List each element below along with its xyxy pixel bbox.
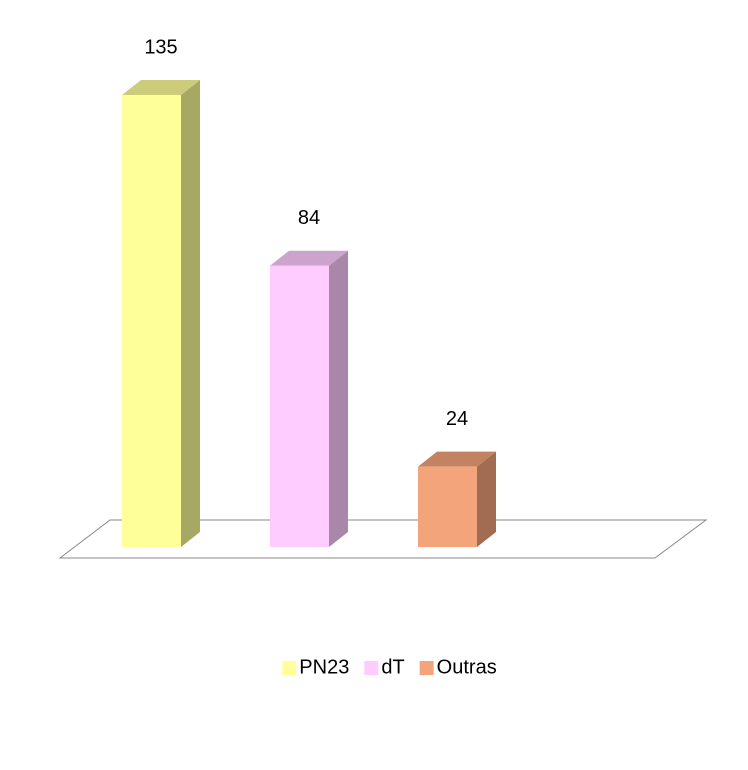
legend-swatch [282, 661, 297, 675]
bar-top [270, 250, 348, 266]
value-label: 84 [298, 207, 320, 229]
bar [418, 451, 496, 547]
legend-label: dT [381, 656, 404, 678]
legend-label: Outras [437, 656, 497, 678]
bar [270, 250, 348, 547]
bar-side [477, 451, 496, 547]
bar-side [181, 80, 200, 547]
bar-top [418, 451, 496, 467]
value-label: 24 [446, 408, 468, 430]
bar-front [418, 466, 477, 547]
bar-front [122, 95, 181, 547]
legend-label: PN23 [299, 656, 349, 678]
bar [122, 80, 200, 547]
value-label: 135 [144, 36, 177, 58]
floor [58, 519, 708, 559]
bar-side [329, 250, 348, 547]
legend-swatch [364, 661, 379, 675]
bar-front [270, 265, 329, 547]
legend-swatch [419, 661, 434, 675]
bar-top [122, 80, 200, 95]
